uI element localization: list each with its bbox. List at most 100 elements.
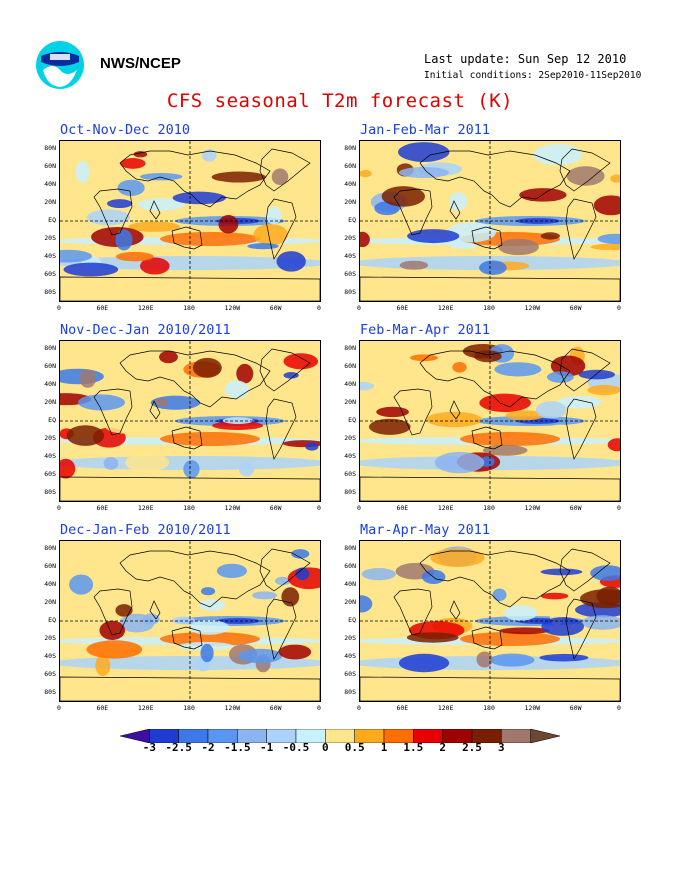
- lon-tick-label: 60W: [269, 704, 282, 712]
- lon-tick-label: 120W: [224, 704, 241, 712]
- lat-tick-label: 60S: [44, 670, 56, 678]
- colorbar-label: -3: [142, 741, 156, 754]
- coastline: [449, 400, 461, 420]
- anomaly-region: [218, 214, 239, 234]
- anomaly-region: [398, 166, 450, 179]
- lat-tick-label: 40N: [344, 580, 356, 588]
- coastline: [449, 200, 461, 220]
- anomaly-region: [409, 354, 439, 362]
- anomaly-region: [222, 417, 254, 424]
- initial-conditions-text: Initial conditions: 2Sep2010-11Sep2010: [424, 70, 642, 81]
- anomaly-region: [66, 425, 105, 446]
- anomaly-region: [236, 363, 254, 384]
- lat-tick-label: 60N: [44, 562, 56, 570]
- anomaly-region: [60, 249, 93, 263]
- coastline: [60, 476, 320, 501]
- lat-tick-label: 80S: [344, 288, 356, 296]
- lon-tick-label: 60W: [269, 504, 282, 512]
- coastline: [119, 550, 271, 608]
- lon-tick-label: 180: [183, 504, 195, 512]
- lat-tick-label: 20S: [344, 434, 356, 442]
- anomaly-region: [494, 362, 542, 377]
- lon-tick-label: 180: [483, 504, 495, 512]
- anomaly-region: [274, 576, 291, 586]
- anomaly-region: [593, 195, 620, 216]
- anomaly-region: [115, 604, 133, 617]
- lon-tick-label: 120E: [437, 504, 454, 512]
- lat-tick-label: 40S: [344, 252, 356, 260]
- anomaly-region: [482, 444, 528, 456]
- anomaly-region: [596, 586, 620, 606]
- anomaly-region: [295, 567, 310, 581]
- forecast-map-ond: [59, 140, 321, 302]
- anomaly-region: [448, 192, 468, 211]
- coastline: [471, 426, 503, 450]
- lon-tick-label: 60W: [569, 704, 582, 712]
- coastline: [449, 600, 461, 620]
- anomaly-region: [160, 632, 260, 646]
- lat-tick-label: 40S: [44, 652, 56, 660]
- lon-tick-label: 60E: [396, 504, 409, 512]
- anomaly-region: [426, 411, 482, 428]
- lat-tick-label: 80S: [44, 688, 56, 696]
- anomaly-region: [557, 396, 602, 409]
- anomaly-region: [128, 221, 181, 232]
- anomaly-region: [578, 369, 616, 380]
- anomaly-region: [133, 151, 148, 158]
- lon-tick-label: 60W: [569, 304, 582, 312]
- forecast-map-jfm: [359, 140, 621, 302]
- anomaly-region: [360, 595, 373, 613]
- anomaly-region: [104, 416, 144, 434]
- coastline: [565, 198, 597, 260]
- lat-tick-label: 80S: [344, 688, 356, 696]
- lon-tick-label: 0: [617, 704, 621, 712]
- anomaly-region: [60, 458, 76, 479]
- anomaly-region: [398, 653, 450, 673]
- agency-label: NWS/NCEP: [100, 55, 181, 72]
- coastline: [171, 426, 203, 450]
- coastline: [93, 388, 133, 436]
- colorbar-label: 2.5: [462, 741, 482, 754]
- lat-tick-label: EQ: [348, 616, 356, 624]
- panel-title-fma: Feb-Mar-Apr 2011: [360, 322, 491, 338]
- lat-tick-label: 60S: [44, 470, 56, 478]
- panel-title-ond: Oct-Nov-Dec 2010: [60, 122, 191, 138]
- lon-tick-label: 0: [57, 504, 61, 512]
- coastline: [559, 548, 611, 592]
- coastline: [393, 588, 433, 636]
- lon-tick-label: 180: [183, 304, 195, 312]
- anomaly-region: [566, 166, 605, 186]
- anomaly-region: [305, 442, 319, 451]
- anomaly-region: [519, 188, 567, 202]
- forecast-map-djf: [59, 540, 321, 702]
- anomaly-region: [201, 587, 216, 596]
- coastline: [419, 350, 571, 408]
- forecast-map-fma: [359, 340, 621, 502]
- lon-tick-label: 60E: [396, 704, 409, 712]
- anomaly-region: [139, 257, 170, 275]
- lon-tick-label: 60W: [269, 304, 282, 312]
- colorbar-label: -2: [201, 741, 215, 754]
- anomaly-region: [137, 198, 185, 211]
- anomaly-region: [361, 567, 396, 581]
- coastline: [419, 550, 571, 608]
- lon-tick-label: 120W: [524, 704, 541, 712]
- anomaly-region: [406, 632, 459, 643]
- anomaly-region: [115, 251, 154, 262]
- panel-title-jfm: Jan-Feb-Mar 2011: [360, 122, 491, 138]
- anomaly-region: [540, 568, 583, 576]
- lat-tick-label: 40S: [344, 652, 356, 660]
- lat-tick-label: EQ: [348, 216, 356, 224]
- lat-tick-label: 80N: [344, 344, 356, 352]
- anomaly-region: [211, 171, 266, 183]
- lat-tick-label: 60S: [44, 270, 56, 278]
- anomaly-region: [192, 357, 222, 378]
- coastline: [565, 598, 597, 660]
- coastline: [259, 348, 311, 392]
- lat-tick-label: 20S: [344, 234, 356, 242]
- lat-tick-label: 80S: [44, 288, 56, 296]
- anomaly-region: [489, 653, 535, 667]
- lat-tick-label: 20S: [344, 634, 356, 642]
- anomaly-region: [452, 361, 467, 373]
- coastline: [265, 198, 297, 260]
